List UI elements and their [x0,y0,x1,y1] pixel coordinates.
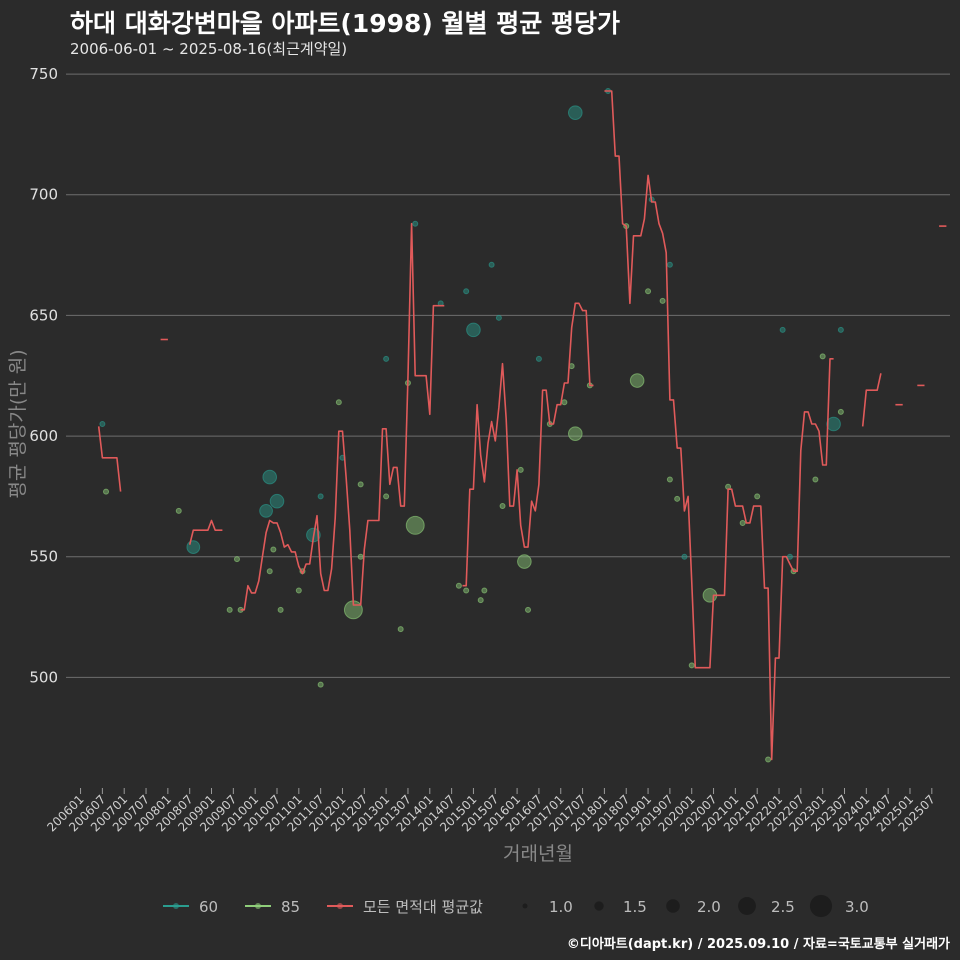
average-line-segment [604,90,834,761]
scatter-point-85 [688,662,695,669]
average-line [97,90,947,761]
scatter-point-60 [495,314,502,321]
scatter-point-85 [666,476,673,483]
scatter-points [99,87,844,763]
average-line-segment [97,426,122,492]
scatter-point-85 [561,399,568,406]
scatter-point-85 [405,515,425,535]
legend-size-circle [594,901,604,911]
legend-swatch-dot [255,903,261,909]
scatter-point-85 [645,288,652,295]
y-tick-label: 500 [29,668,58,686]
scatter-point-60 [99,421,106,427]
scatter-point-85 [383,493,390,500]
legend-size-circle [522,903,528,909]
scatter-point-60 [383,355,390,362]
x-axis-title: 거래년월 [503,843,573,865]
scatter-point-85 [266,568,273,575]
scatter-point-85 [517,554,532,569]
chart-title: 하대 대화강변마을 아파트(1998) 월별 평균 평당가 [70,9,620,38]
average-line-segment [861,373,882,427]
scatter-point-60 [259,504,273,518]
average-line-segment [240,222,445,611]
scatter-point-85 [317,681,324,688]
scatter-point-85 [481,587,488,594]
scatter-point-60 [681,553,688,560]
scatter-point-85 [397,626,404,633]
scatter-point-60 [786,553,793,560]
scatter-point-60 [317,493,324,500]
legend-size-label: 1.5 [623,898,647,916]
average-line-segment [462,302,594,587]
scatter-point-85 [659,297,666,304]
y-tick-label: 650 [29,306,58,324]
scatter-point-85 [629,373,645,388]
scatter-point-85 [812,476,819,483]
scatter-point-60 [826,416,841,432]
scatter-point-60 [412,220,419,227]
scatter-point-85 [837,408,844,415]
scatter-point-85 [463,587,470,594]
scatter-point-85 [477,597,484,604]
scatter-point-85 [175,507,182,514]
average-line-segment [188,519,223,545]
scatter-point-60 [466,322,481,338]
scatter-point-60 [463,288,470,295]
y-tick-label: 700 [29,186,58,204]
y-axis-title: 평균 평당가(만 원) [7,349,29,498]
legend-swatch-dot [337,903,343,909]
legend-label: 85 [281,898,300,916]
scatter-point-85 [277,606,284,613]
scatter-point-85 [819,353,826,360]
scatter-point-60 [535,355,542,362]
source-caption: ©디아파트(dapt.kr) / 2025.09.10 / 자료=국토교통부 실… [566,937,950,952]
scatter-point-85 [765,756,772,763]
scatter-point-60 [488,261,495,268]
chart-subtitle: 2006-06-01 ~ 2025-08-16(최근계약일) [70,40,348,58]
scatter-point-85 [357,553,364,560]
scatter-point-85 [739,519,746,526]
scatter-point-85 [525,606,532,613]
legend-size-label: 2.5 [771,898,795,916]
scatter-point-85 [357,481,364,488]
scatter-point-85 [499,503,506,510]
y-tick-label: 750 [29,65,58,83]
y-tick-label: 550 [29,548,58,566]
scatter-point-60 [779,326,786,333]
scatter-point-85 [335,399,342,406]
scatter-point-60 [666,261,673,268]
legend-size-label: 2.0 [697,898,721,916]
axes: 5005506006507007502006012006072007012007… [7,65,938,865]
legend-label: 모든 면적대 평균값 [363,898,483,916]
scatter-point-85 [517,466,524,473]
legend: 60 85 모든 면적대 평균값 1.0 1.5 2.0 2.5 3.0 [163,894,869,918]
scatter-point-60 [269,493,285,509]
grid-lines [66,73,950,678]
scatter-point-85 [754,493,761,500]
scatter-point-85 [674,495,681,502]
scatter-point-60 [262,469,278,485]
legend-label: 60 [199,898,218,916]
legend-size-label: 3.0 [845,898,869,916]
legend-size-circle [666,899,680,913]
legend-size-circle [738,897,756,915]
legend-size-label: 1.0 [549,898,573,916]
scatter-point-85 [295,587,302,594]
scatter-point-85 [568,426,583,441]
scatter-point-60 [568,105,583,120]
scatter-point-85 [103,488,110,495]
scatter-point-85 [455,582,462,589]
scatter-point-85 [233,556,240,563]
legend-swatch-dot [173,903,179,909]
scatter-point-60 [186,540,201,554]
scatter-point-85 [226,606,233,613]
legend-size-circle [809,894,833,918]
scatter-point-85 [270,546,277,553]
scatter-point-60 [837,326,844,333]
y-tick-label: 600 [29,427,58,445]
